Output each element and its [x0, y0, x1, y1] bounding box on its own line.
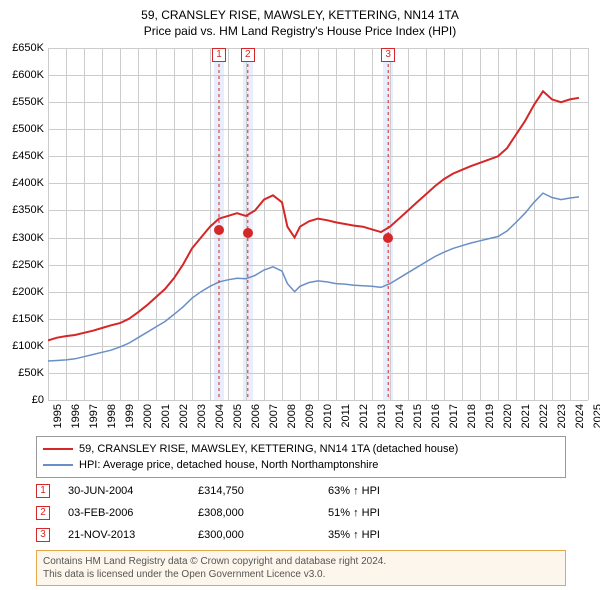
y-tick-label: £150K	[12, 313, 44, 325]
legend: 59, CRANSLEY RISE, MAWSLEY, KETTERING, N…	[36, 436, 566, 478]
sale-date: 03-FEB-2006	[68, 507, 198, 519]
legend-swatch	[43, 448, 73, 450]
sale-dot	[243, 228, 253, 238]
y-tick-label: £450K	[12, 150, 44, 162]
chart-container: 59, CRANSLEY RISE, MAWSLEY, KETTERING, N…	[0, 0, 600, 590]
x-tick-label: 2007	[268, 404, 280, 428]
sale-dot	[383, 233, 393, 243]
sales-table: 1 30-JUN-2004£314,75063% ↑ HPI 2 03-FEB-200…	[36, 480, 566, 546]
sale-row-marker: 2	[36, 506, 50, 520]
sale-pct: 35% ↑ HPI	[328, 529, 478, 541]
sale-pct-suffix: HPI	[359, 529, 380, 541]
x-tick-label: 1998	[106, 404, 118, 428]
x-tick-label: 2003	[196, 404, 208, 428]
sale-dot	[214, 225, 224, 235]
sale-marker-box: 2	[241, 48, 255, 62]
x-tick-label: 2012	[358, 404, 370, 428]
x-tick-label: 2004	[214, 404, 226, 428]
x-tick-label: 1997	[88, 404, 100, 428]
series-hpi	[48, 193, 579, 361]
x-tick-label: 2023	[556, 404, 568, 428]
y-tick-label: £200K	[12, 286, 44, 298]
y-tick-label: £350K	[12, 204, 44, 216]
title-subtitle: Price paid vs. HM Land Registry's House …	[0, 24, 600, 38]
y-tick-label: £600K	[12, 69, 44, 81]
chart-lines	[48, 48, 588, 400]
x-tick-label: 2011	[340, 404, 352, 428]
y-tick-label: £300K	[12, 232, 44, 244]
x-tick-label: 1999	[124, 404, 136, 428]
x-tick-label: 2020	[502, 404, 514, 428]
x-tick-label: 2025	[592, 404, 600, 428]
legend-label: HPI: Average price, detached house, Nort…	[79, 459, 378, 471]
chart-title: 59, CRANSLEY RISE, MAWSLEY, KETTERING, N…	[0, 0, 600, 42]
sale-price: £300,000	[198, 529, 328, 541]
title-address: 59, CRANSLEY RISE, MAWSLEY, KETTERING, N…	[0, 8, 600, 22]
y-tick-label: £500K	[12, 123, 44, 135]
x-tick-label: 2017	[448, 404, 460, 428]
sale-price: £308,000	[198, 507, 328, 519]
sale-row: 2 03-FEB-2006£308,00051% ↑ HPI	[36, 502, 566, 524]
sale-row: 3 21-NOV-2013£300,00035% ↑ HPI	[36, 524, 566, 546]
plot-area: 1 2 3	[48, 48, 588, 400]
y-tick-label: £100K	[12, 340, 44, 352]
x-tick-label: 1995	[52, 404, 64, 428]
x-tick-label: 2002	[178, 404, 190, 428]
series-property	[48, 91, 579, 340]
y-tick-label: £400K	[12, 177, 44, 189]
y-axis: £0£50K£100K£150K£200K£250K£300K£350K£400…	[0, 48, 46, 400]
y-tick-label: £550K	[12, 96, 44, 108]
attribution: Contains HM Land Registry data © Crown c…	[36, 550, 566, 586]
x-tick-label: 2001	[160, 404, 172, 428]
x-tick-label: 2016	[430, 404, 442, 428]
attribution-line2: This data is licensed under the Open Gov…	[43, 568, 559, 581]
sale-marker-box: 1	[212, 48, 226, 62]
gridline-v	[588, 48, 589, 400]
sale-pct: 51% ↑ HPI	[328, 507, 478, 519]
sale-row-marker: 3	[36, 528, 50, 542]
x-tick-label: 2000	[142, 404, 154, 428]
x-tick-label: 2005	[232, 404, 244, 428]
sale-row: 1 30-JUN-2004£314,75063% ↑ HPI	[36, 480, 566, 502]
sale-date: 30-JUN-2004	[68, 485, 198, 497]
x-tick-label: 2014	[394, 404, 406, 428]
y-tick-label: £250K	[12, 259, 44, 271]
sale-pct-suffix: HPI	[359, 485, 380, 497]
attribution-line1: Contains HM Land Registry data © Crown c…	[43, 555, 559, 568]
x-tick-label: 2024	[574, 404, 586, 428]
y-tick-label: £0	[32, 394, 44, 406]
x-tick-label: 2019	[484, 404, 496, 428]
legend-item: HPI: Average price, detached house, Nort…	[43, 457, 559, 473]
x-tick-label: 2010	[322, 404, 334, 428]
legend-swatch	[43, 464, 73, 466]
sale-row-marker: 1	[36, 484, 50, 498]
sale-marker-box: 3	[381, 48, 395, 62]
y-tick-label: £650K	[12, 42, 44, 54]
x-tick-label: 2015	[412, 404, 424, 428]
legend-item: 59, CRANSLEY RISE, MAWSLEY, KETTERING, N…	[43, 441, 559, 457]
x-tick-label: 2008	[286, 404, 298, 428]
x-tick-label: 2009	[304, 404, 316, 428]
x-axis: 1995 1996 1997 1998 1999 2000 2001 2002 2003 2004…	[48, 400, 588, 428]
sale-date: 21-NOV-2013	[68, 529, 198, 541]
x-tick-label: 2022	[538, 404, 550, 428]
x-tick-label: 2021	[520, 404, 532, 428]
x-tick-label: 2006	[250, 404, 262, 428]
sale-pct-suffix: HPI	[359, 507, 380, 519]
legend-label: 59, CRANSLEY RISE, MAWSLEY, KETTERING, N…	[79, 443, 458, 455]
sale-pct: 63% ↑ HPI	[328, 485, 478, 497]
sale-price: £314,750	[198, 485, 328, 497]
x-tick-label: 1996	[70, 404, 82, 428]
x-tick-label: 2013	[376, 404, 388, 428]
x-tick-label: 2018	[466, 404, 478, 428]
y-tick-label: £50K	[18, 367, 44, 379]
